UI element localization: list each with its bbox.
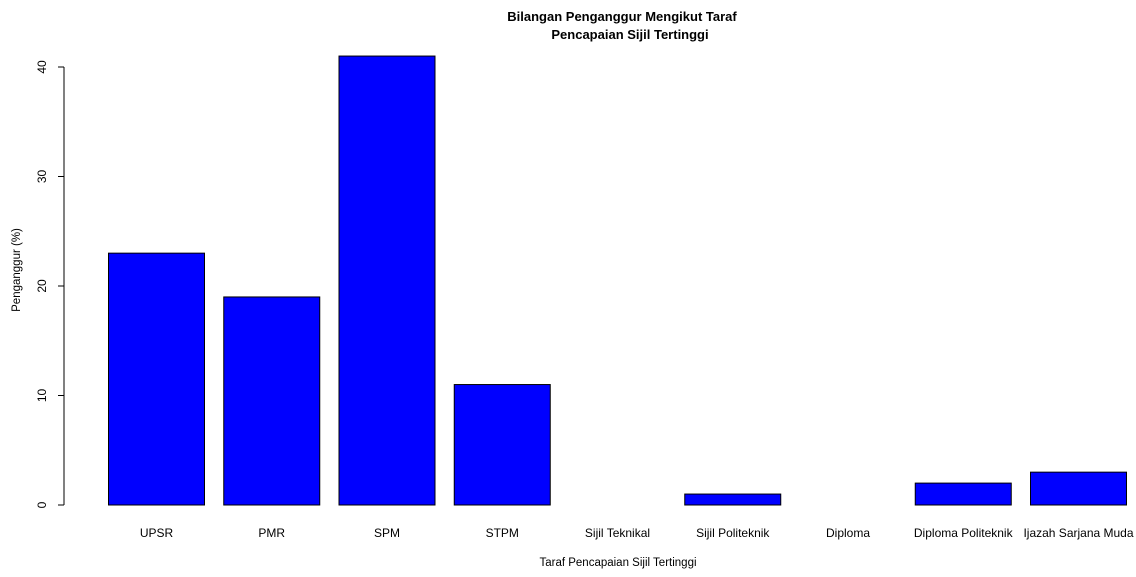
bar-spm (338, 55, 436, 506)
chart-title-line-1: Bilangan Penganggur Mengikut Taraf (507, 9, 737, 24)
bar-diploma-politeknik (914, 482, 1012, 506)
x-category-label: Sijil Politeknik (696, 526, 770, 540)
y-tick-label: 0 (35, 501, 49, 508)
bar-upsr (108, 252, 205, 506)
x-category-labels: UPSR PMR SPM STPM Sijil Teknikal Sijil Polite… (140, 526, 1134, 540)
x-category-label: Diploma (826, 526, 870, 540)
x-category-label: SPM (374, 526, 400, 540)
bar-ijazah-sarjana-muda (1030, 471, 1127, 506)
chart-title-line-2: Pencapaian Sijil Tertinggi (551, 27, 708, 42)
bar-sijil-politeknik (684, 493, 782, 506)
chart-title: Bilangan Penganggur Mengikut Taraf Penca… (507, 9, 737, 42)
y-axis: 0 10 20 30 40 (35, 60, 65, 508)
x-category-label: Sijil Teknikal (585, 526, 650, 540)
bar-stpm (453, 384, 551, 506)
bars (108, 55, 1127, 506)
x-category-label: Diploma Politeknik (914, 526, 1014, 540)
x-category-label: STPM (486, 526, 519, 540)
x-category-label: UPSR (140, 526, 174, 540)
x-category-label: Ijazah Sarjana Muda (1023, 526, 1133, 540)
x-axis-label: Taraf Pencapaian Sijil Tertinggi (539, 557, 696, 569)
y-axis-label: Penganggur (%) (11, 228, 23, 312)
y-tick-label: 30 (35, 170, 49, 184)
y-tick-label: 20 (35, 279, 49, 293)
y-tick-label: 40 (35, 60, 49, 74)
x-category-label: PMR (258, 526, 285, 540)
y-tick-label: 10 (35, 389, 49, 403)
bar-pmr (223, 296, 321, 506)
